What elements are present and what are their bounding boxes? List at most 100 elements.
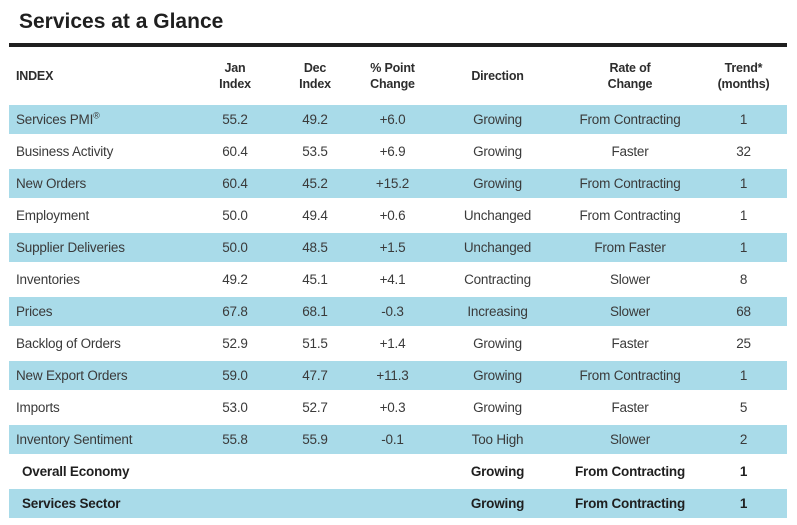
cell-rate: Slower: [560, 425, 700, 454]
table-row: Imports 53.0 52.7 +0.3 Growing Faster 5: [9, 393, 787, 422]
table-row: Prices 67.8 68.1 -0.3 Increasing Slower 68: [9, 297, 787, 326]
col-header-rate: Rate of Change: [607, 60, 653, 91]
table-row: Overall Economy Growing From Contracting 1: [9, 457, 787, 486]
cell-rate: Faster: [611, 400, 649, 415]
cell-name: New Orders: [9, 169, 190, 198]
cell-trend: 1: [739, 208, 748, 223]
page-title: Services at a Glance: [19, 10, 224, 33]
cell-name: Services PMI®: [9, 105, 190, 134]
cell-dec: 49.2: [280, 105, 350, 134]
cell-direction: Growing: [435, 105, 560, 134]
cell-trend: 1: [700, 169, 787, 198]
cell-change: +6.9: [379, 144, 406, 159]
cell-dec: 53.5: [302, 144, 328, 159]
cell-rate: From Contracting: [560, 361, 700, 390]
cell-jan: [190, 457, 280, 486]
cell-direction: Growing: [470, 464, 525, 479]
cell-name: Inventory Sentiment: [9, 425, 190, 454]
cell-direction: Increasing: [435, 297, 560, 326]
cell-jan: 67.8: [190, 297, 280, 326]
cell-trend: 1: [739, 464, 748, 479]
cell-change: +1.4: [379, 336, 406, 351]
registered-trademark: ®: [93, 110, 100, 121]
cell-dec: [280, 457, 350, 486]
table-row: Services PMI® 55.2 49.2 +6.0 Growing From Con…: [9, 105, 787, 134]
cell-direction: Growing: [473, 144, 522, 159]
cell-change: +1.5: [350, 233, 435, 262]
cell-jan: 52.9: [222, 336, 248, 351]
cell-dec: 51.5: [302, 336, 328, 351]
cell-direction: Too High: [435, 425, 560, 454]
cell-trend: 1: [700, 361, 787, 390]
col-header-name: INDEX: [16, 68, 54, 83]
cell-rate: Slower: [560, 297, 700, 326]
cell-direction: Contracting: [464, 272, 531, 287]
cell-trend: 1: [700, 233, 787, 262]
cell-change: -0.3: [350, 297, 435, 326]
col-header-trend: Trend* (months): [717, 60, 770, 91]
table-row: Employment 50.0 49.4 +0.6 Unchanged From Cont…: [9, 201, 787, 230]
title-underline: [9, 43, 787, 47]
cell-dec: 45.2: [280, 169, 350, 198]
cell-name: Prices: [9, 297, 190, 326]
cell-name: Overall Economy: [22, 464, 130, 479]
cell-name: Supplier Deliveries: [9, 233, 190, 262]
cell-name: Services Sector: [9, 489, 190, 518]
cell-direction: Unchanged: [435, 233, 560, 262]
cell-jan: 50.0: [190, 233, 280, 262]
cell-change: +11.3: [350, 361, 435, 390]
cell-rate: From Faster: [560, 233, 700, 262]
cell-dec: [280, 489, 350, 518]
cell-jan: 60.4: [222, 144, 248, 159]
cell-name: Inventories: [16, 272, 80, 287]
cell-trend: 25: [736, 336, 751, 351]
cell-direction: Growing: [473, 336, 522, 351]
cell-change: [350, 457, 435, 486]
cell-dec: 52.7: [302, 400, 328, 415]
services-glance-table: INDEX Jan Index Dec Index % Point Change Dir…: [9, 47, 787, 521]
col-header-direction: Direction: [471, 68, 524, 83]
cell-change: [350, 489, 435, 518]
cell-change: +0.6: [379, 208, 406, 223]
cell-dec: 68.1: [280, 297, 350, 326]
col-header-dec: Dec Index: [299, 60, 331, 91]
cell-jan: 59.0: [190, 361, 280, 390]
cell-name: Backlog of Orders: [16, 336, 121, 351]
cell-dec: 49.4: [302, 208, 328, 223]
cell-direction: Growing: [435, 169, 560, 198]
table-row: Inventory Sentiment 55.8 55.9 -0.1 Too High S…: [9, 425, 787, 454]
table-row: Backlog of Orders 52.9 51.5 +1.4 Growing Fast…: [9, 329, 787, 358]
cell-change: +0.3: [379, 400, 406, 415]
cell-jan: 49.2: [222, 272, 248, 287]
col-header-jan: Jan Index: [219, 60, 251, 91]
cell-change: -0.1: [350, 425, 435, 454]
table-row: New Export Orders 59.0 47.7 +11.3 Growing Fro…: [9, 361, 787, 390]
cell-trend: 1: [700, 105, 787, 134]
cell-jan: 55.2: [190, 105, 280, 134]
cell-rate: From Contracting: [579, 208, 681, 223]
cell-dec: 55.9: [280, 425, 350, 454]
cell-trend: 1: [700, 489, 787, 518]
cell-jan: 53.0: [222, 400, 248, 415]
cell-rate: From Contracting: [574, 464, 686, 479]
table-row: Business Activity 60.4 53.5 +6.9 Growing Fast…: [9, 137, 787, 166]
cell-jan: 55.8: [190, 425, 280, 454]
cell-change: +4.1: [379, 272, 406, 287]
cell-direction: Unchanged: [463, 208, 532, 223]
table-row: Services Sector Growing From Contracting 1: [9, 489, 787, 518]
cell-name: Imports: [16, 400, 60, 415]
col-header-change: % Point Change: [370, 60, 415, 91]
table-header-row: INDEX Jan Index Dec Index % Point Change Dir…: [9, 50, 787, 102]
cell-trend: 8: [739, 272, 748, 287]
cell-rate: Faster: [611, 336, 649, 351]
cell-trend: 68: [700, 297, 787, 326]
cell-name: Business Activity: [16, 144, 114, 159]
cell-change: +6.0: [350, 105, 435, 134]
cell-jan: 50.0: [222, 208, 248, 223]
cell-change: +15.2: [350, 169, 435, 198]
cell-dec: 45.1: [302, 272, 328, 287]
cell-trend: 2: [700, 425, 787, 454]
table-row: New Orders 60.4 45.2 +15.2 Growing From Contr…: [9, 169, 787, 198]
cell-dec: 48.5: [280, 233, 350, 262]
